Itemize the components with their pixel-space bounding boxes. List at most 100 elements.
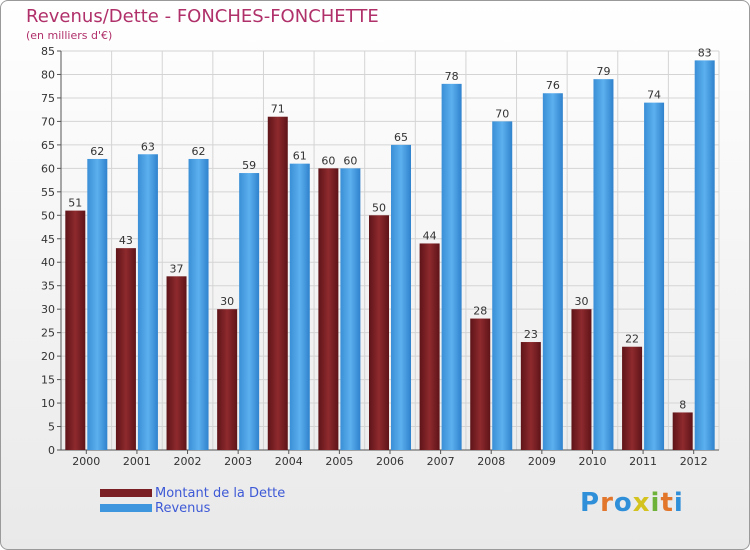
logo-letter: x (632, 488, 651, 518)
y-tick-label: 5 (48, 421, 55, 434)
bar-debt (419, 243, 440, 450)
data-label-debt: 71 (271, 103, 285, 116)
bar-debt (267, 116, 288, 450)
logo-letter: t (660, 488, 674, 518)
y-tick-label: 0 (48, 444, 55, 457)
y-tick-label: 55 (41, 186, 55, 199)
logo-letter: P (580, 488, 601, 518)
y-tick-label: 85 (41, 45, 55, 58)
bar-revenus (492, 121, 513, 450)
data-label-revenus: 83 (698, 46, 712, 59)
data-label-revenus: 60 (343, 154, 357, 167)
data-label-revenus: 74 (647, 89, 661, 102)
bar-revenus (137, 154, 158, 451)
y-tick-label: 20 (41, 350, 55, 363)
data-label-debt: 43 (119, 234, 133, 247)
data-label-debt: 51 (68, 197, 82, 210)
data-label-revenus: 62 (192, 145, 206, 158)
bar-debt (166, 276, 187, 450)
data-label-debt: 44 (423, 229, 437, 242)
logo-letter: r (600, 488, 614, 518)
data-label-debt: 8 (679, 398, 686, 411)
y-tick-label: 80 (41, 68, 55, 81)
x-tick-label: 2000 (72, 455, 100, 468)
data-label-debt: 50 (372, 201, 386, 214)
y-tick-label: 25 (41, 327, 55, 340)
axes: 0 5 10 15 20 25 30 35 40 45 50 55 60 65 70 75 80 85 2000 20… (41, 45, 719, 468)
y-tick-label: 30 (41, 303, 55, 316)
data-label-debt: 30 (574, 295, 588, 308)
bar-revenus (239, 173, 260, 450)
bar-revenus (593, 79, 614, 450)
legend-swatch-debt (100, 489, 152, 497)
bar-debt (470, 318, 491, 450)
bar-debt (672, 412, 693, 450)
x-tick-label: 2007 (427, 455, 455, 468)
logo-letter: o (613, 488, 633, 518)
proxiti-logo: Proxiti (580, 488, 684, 518)
data-label-revenus: 62 (90, 145, 104, 158)
data-label-revenus: 76 (546, 79, 560, 92)
grid-lines (61, 50, 720, 451)
data-label-debt: 23 (524, 328, 538, 341)
x-tick-label: 2012 (680, 455, 708, 468)
x-tick-label: 2002 (174, 455, 202, 468)
data-label-revenus: 59 (242, 159, 256, 172)
data-label-revenus: 63 (141, 140, 155, 153)
bar-revenus (644, 102, 665, 451)
y-tick-label: 45 (41, 233, 55, 246)
bar-debt (318, 168, 339, 450)
data-label-revenus: 61 (293, 150, 307, 163)
bar-revenus (542, 93, 563, 450)
x-tick-label: 2009 (528, 455, 556, 468)
bar-revenus (441, 83, 462, 450)
x-tick-label: 2003 (224, 455, 252, 468)
data-label-debt: 28 (473, 305, 487, 318)
bar-revenus (289, 163, 310, 451)
x-tick-label: 2006 (376, 455, 404, 468)
y-tick-label: 35 (41, 280, 55, 293)
bar-debt (520, 342, 541, 450)
logo-letter: i (650, 488, 661, 518)
y-tick-label: 65 (41, 139, 55, 152)
data-label-revenus: 79 (596, 65, 610, 78)
bar-revenus (87, 158, 108, 450)
bar-debt (571, 309, 592, 450)
legend-label-revenus: Revenus (155, 501, 211, 516)
data-label-debt: 37 (170, 262, 184, 275)
bars (65, 60, 715, 451)
x-tick-label: 2010 (578, 455, 606, 468)
data-label-revenus: 65 (394, 131, 408, 144)
chart-subtitle: (en milliers d'€) (26, 29, 113, 42)
x-tick-label: 2004 (275, 455, 303, 468)
y-tick-label: 10 (41, 397, 55, 410)
y-tick-label: 70 (41, 115, 55, 128)
y-tick-label: 15 (41, 374, 55, 387)
x-tick-label: 2001 (123, 455, 151, 468)
bar-revenus (340, 168, 361, 450)
y-tick-label: 50 (41, 209, 55, 222)
data-label-revenus: 78 (445, 70, 459, 83)
bar-debt (217, 309, 238, 450)
data-label-debt: 30 (220, 295, 234, 308)
data-label-debt: 60 (321, 154, 335, 167)
bar-revenus (391, 144, 411, 450)
x-tick-label: 2005 (325, 455, 353, 468)
legend-swatch-revenus (100, 504, 152, 512)
bar-debt (65, 210, 86, 450)
bar-debt (115, 248, 136, 450)
x-tick-label: 2008 (477, 455, 505, 468)
y-tick-label: 60 (41, 162, 55, 175)
bar-debt (622, 346, 643, 450)
chart-title: Revenus/Dette - FONCHES-FONCHETTE (26, 6, 379, 27)
y-tick-label: 40 (41, 256, 55, 269)
x-tick-label: 2011 (629, 455, 657, 468)
bar-revenus (694, 60, 715, 450)
data-label-debt: 22 (625, 333, 639, 346)
bar-debt (369, 215, 389, 450)
y-tick-label: 75 (41, 92, 55, 105)
legend-label-debt: Montant de la Dette (155, 486, 286, 501)
logo-letter: i (673, 488, 684, 518)
bar-revenus (188, 158, 209, 450)
